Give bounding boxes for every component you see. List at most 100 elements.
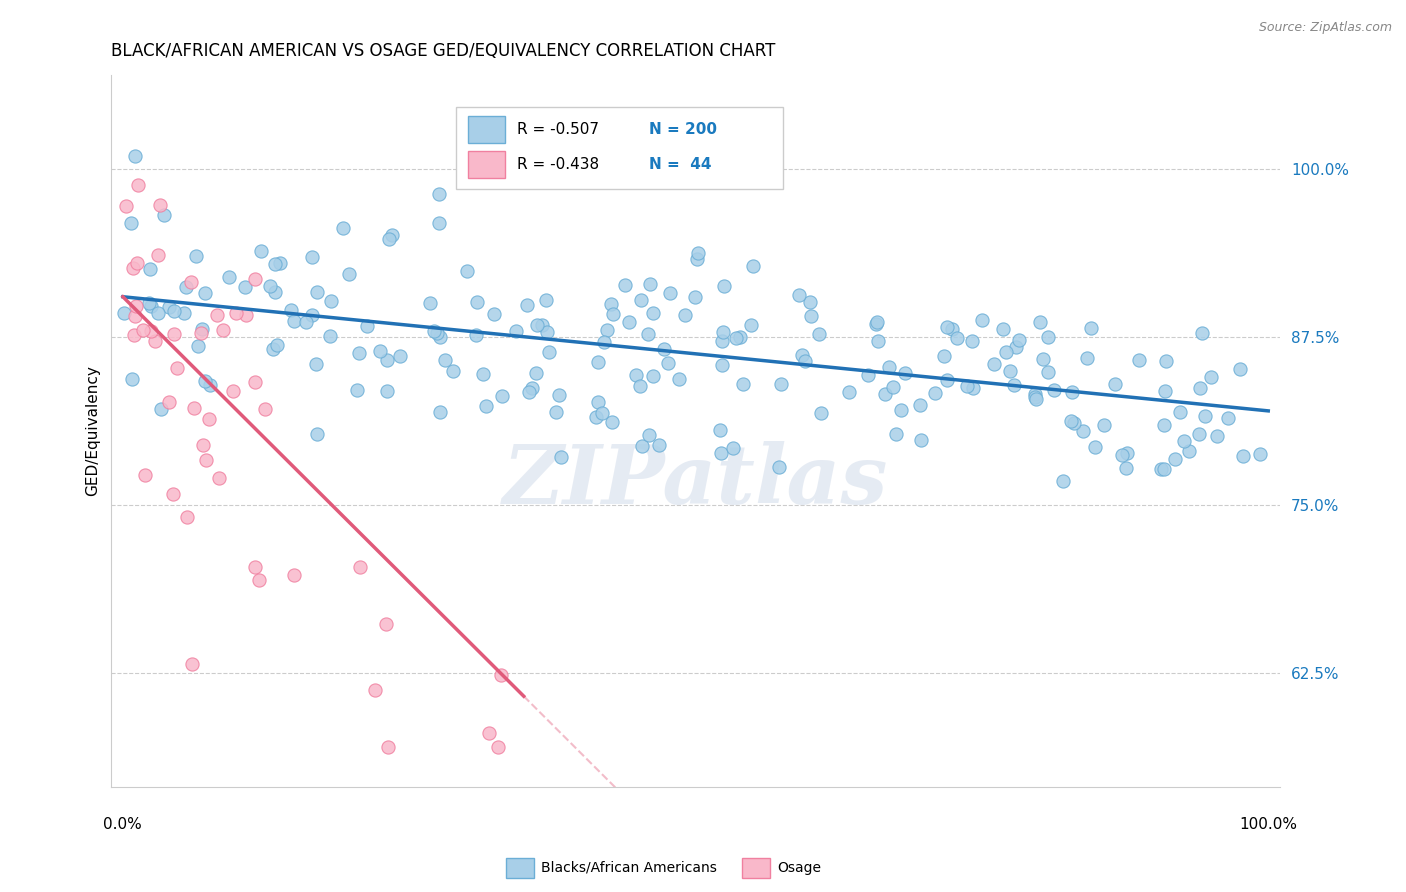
- Point: [426, 326, 449, 340]
- Point: [162, 326, 184, 341]
- Point: [141, 299, 163, 313]
- Point: [1153, 384, 1175, 398]
- Point: [1000, 364, 1022, 378]
- Point: [794, 354, 817, 368]
- Point: [173, 306, 195, 320]
- Point: [740, 318, 762, 333]
- Point: [139, 324, 162, 338]
- Point: [1025, 392, 1047, 406]
- Point: [1002, 377, 1025, 392]
- Point: [640, 277, 662, 292]
- Point: [516, 297, 538, 311]
- Point: [935, 320, 957, 334]
- Point: [643, 306, 665, 320]
- Point: [250, 244, 273, 258]
- Point: [134, 467, 156, 482]
- Point: [1005, 340, 1028, 354]
- Point: [713, 326, 735, 340]
- Point: [120, 216, 142, 230]
- Point: [536, 325, 558, 339]
- Point: [1150, 462, 1173, 476]
- Point: [1032, 351, 1054, 366]
- Point: [198, 412, 221, 426]
- Point: [593, 334, 616, 349]
- Point: [877, 360, 900, 375]
- Point: [259, 279, 281, 293]
- Point: [243, 559, 266, 574]
- Point: [419, 296, 441, 310]
- Point: [873, 387, 896, 401]
- Point: [1024, 387, 1046, 401]
- Point: [624, 368, 647, 382]
- FancyBboxPatch shape: [468, 116, 505, 143]
- Point: [176, 510, 198, 524]
- Point: [176, 280, 198, 294]
- Point: [1043, 384, 1066, 398]
- Point: [741, 259, 763, 273]
- Point: [591, 406, 613, 420]
- Point: [685, 290, 707, 304]
- Point: [910, 399, 932, 413]
- Point: [1229, 362, 1251, 376]
- Point: [956, 379, 979, 393]
- Point: [894, 366, 917, 380]
- Point: [305, 285, 328, 299]
- Point: [332, 220, 354, 235]
- Point: [799, 294, 821, 309]
- Point: [347, 346, 370, 360]
- Point: [139, 262, 162, 277]
- Point: [356, 318, 378, 333]
- Point: [600, 415, 623, 429]
- Point: [882, 380, 904, 394]
- Text: R = -0.438: R = -0.438: [517, 157, 599, 172]
- Point: [524, 366, 547, 380]
- Point: [295, 315, 318, 329]
- Point: [1178, 444, 1201, 458]
- Point: [253, 402, 276, 417]
- Point: [711, 334, 734, 348]
- Point: [1024, 390, 1046, 404]
- Point: [652, 343, 675, 357]
- Point: [456, 264, 478, 278]
- Point: [166, 360, 188, 375]
- Point: [377, 739, 399, 754]
- Text: N = 200: N = 200: [648, 122, 717, 136]
- Point: [1076, 351, 1098, 365]
- Point: [1080, 321, 1102, 335]
- Point: [388, 349, 411, 363]
- Point: [768, 459, 790, 474]
- Point: [187, 339, 209, 353]
- Point: [890, 402, 912, 417]
- Point: [180, 276, 202, 290]
- Point: [710, 358, 733, 372]
- Point: [125, 256, 148, 270]
- Point: [686, 246, 709, 260]
- Point: [1008, 333, 1031, 347]
- Point: [283, 314, 305, 328]
- Point: [1216, 411, 1239, 425]
- Point: [1038, 365, 1060, 379]
- Y-axis label: GED/Equivalency: GED/Equivalency: [86, 366, 100, 497]
- Point: [150, 401, 173, 416]
- Point: [934, 349, 956, 363]
- Point: [211, 323, 233, 337]
- Point: [526, 318, 548, 332]
- Point: [125, 299, 148, 313]
- Point: [1060, 414, 1083, 428]
- Point: [375, 616, 398, 631]
- Text: Osage: Osage: [778, 861, 821, 875]
- Point: [941, 322, 963, 336]
- Point: [686, 252, 709, 266]
- Point: [709, 423, 731, 437]
- Point: [534, 293, 557, 307]
- Point: [884, 426, 907, 441]
- Point: [630, 439, 652, 453]
- Point: [787, 288, 810, 302]
- Point: [245, 375, 267, 389]
- Point: [1036, 329, 1059, 343]
- Point: [247, 573, 270, 587]
- Text: N =  44: N = 44: [648, 157, 711, 172]
- Point: [1168, 405, 1191, 419]
- Point: [924, 386, 946, 401]
- Point: [280, 303, 302, 318]
